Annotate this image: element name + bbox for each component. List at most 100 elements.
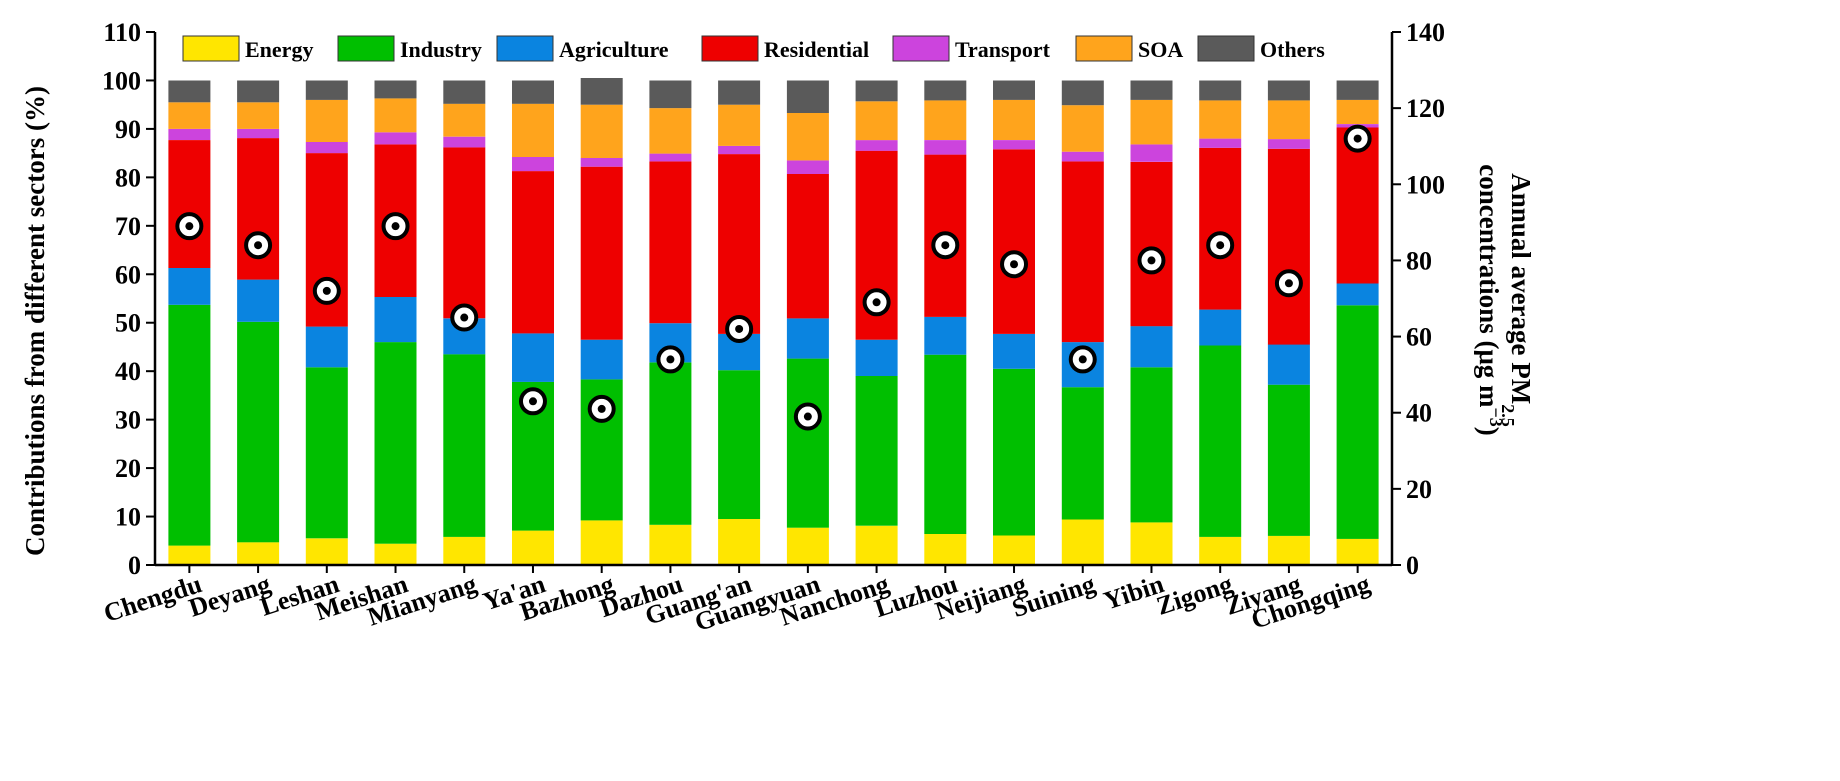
legend-label: SOA <box>1138 37 1183 62</box>
y2-title-sup: −3 <box>1486 408 1506 427</box>
bar-segment-energy <box>1336 538 1379 565</box>
pm25-markers-layer <box>175 124 1372 431</box>
bar-segment-residential <box>786 174 829 319</box>
legend-swatch <box>701 35 759 62</box>
bar-segment-transport <box>924 140 967 155</box>
y2-tick-label: 0 <box>1406 551 1419 580</box>
bar-stack-guangan <box>718 80 761 565</box>
bar-segment-transport <box>237 128 280 139</box>
pm25-marker-dot <box>528 397 537 406</box>
bar-segment-energy <box>993 535 1035 565</box>
bar-segment-soa <box>443 103 486 137</box>
bar-segment-agriculture <box>855 339 898 376</box>
bar-segment-others <box>374 80 417 99</box>
bar-segment-transport <box>993 140 1035 150</box>
legend-item-industry: Industry <box>337 35 482 62</box>
bar-stack-deyang <box>237 80 280 565</box>
bar-segment-soa <box>1061 105 1104 152</box>
bar-segment-residential <box>168 140 211 268</box>
y2-tick-label: 140 <box>1406 18 1445 47</box>
bar-stack-leshan <box>305 80 348 565</box>
y2-title-main: Annual average PM <box>1506 173 1536 404</box>
pm25-marker-dot <box>1353 134 1362 143</box>
bar-segment-transport <box>1130 144 1173 162</box>
bar-segment-soa <box>993 99 1035 140</box>
bar-segment-soa <box>924 100 967 140</box>
bar-segment-others <box>580 78 623 105</box>
legend-swatch <box>182 35 240 62</box>
bar-stack-bazhong <box>580 78 623 565</box>
bar-segment-soa <box>1267 100 1310 140</box>
bar-segment-soa <box>237 102 280 129</box>
bar-segment-agriculture <box>168 268 211 305</box>
bar-segment-others <box>924 80 967 101</box>
y-tick-label: 100 <box>102 66 141 95</box>
bar-segment-agriculture <box>305 326 348 368</box>
bar-segment-soa <box>1199 100 1242 139</box>
bar-segment-agriculture <box>786 318 829 359</box>
bar-stack-dazhou <box>649 80 692 565</box>
y-tick-label: 70 <box>115 212 141 241</box>
bar-segment-others <box>1130 80 1173 100</box>
y2-tick-label: 20 <box>1406 475 1432 504</box>
bar-segment-others <box>786 80 829 113</box>
pm25-marker-dot <box>1216 241 1225 250</box>
bar-stack-ziyang <box>1267 80 1310 565</box>
pm25-marker-dot <box>322 286 331 295</box>
pm25-marker-dot <box>391 222 400 231</box>
bar-segment-residential <box>993 149 1035 334</box>
bar-segment-residential <box>512 171 554 334</box>
y-tick-label: 30 <box>115 406 141 435</box>
legend-label: Residential <box>764 37 869 62</box>
bar-segment-transport <box>580 158 623 167</box>
bar-segment-industry <box>237 321 280 543</box>
bar-segment-others <box>1336 80 1379 100</box>
bar-segment-agriculture <box>1130 326 1173 368</box>
bar-segment-soa <box>1130 99 1173 145</box>
bar-segment-energy <box>305 538 348 565</box>
pm25-marker-dot <box>941 241 950 250</box>
bar-segment-energy <box>374 543 417 565</box>
bar-segment-energy <box>1199 536 1242 565</box>
y2-title-close: ) <box>1474 427 1504 436</box>
pm25-marker-dot <box>1078 355 1087 364</box>
bar-segment-industry <box>855 376 898 526</box>
bar-segment-others <box>993 80 1035 100</box>
bar-stack-suining <box>1061 80 1104 565</box>
y2-tick-label: 80 <box>1406 246 1432 275</box>
bar-segment-industry <box>374 342 417 544</box>
bar-segment-residential <box>1336 127 1379 284</box>
bar-segment-others <box>855 80 898 102</box>
bar-segment-industry <box>718 370 761 519</box>
pm25-marker-dot <box>460 313 469 322</box>
bar-stack-guangyuan <box>786 80 829 565</box>
bar-segment-energy <box>512 530 554 565</box>
bar-segment-soa <box>512 103 554 157</box>
y2-axis-title-line1: Annual average PM2.5 <box>1498 173 1536 426</box>
bar-segment-residential <box>1267 148 1310 345</box>
y-axis-title: Contributions from different sectors (%) <box>20 86 50 556</box>
bar-segment-energy <box>1061 519 1104 565</box>
legend-swatch <box>1197 35 1255 62</box>
bar-segment-transport <box>512 157 554 172</box>
pm25-marker-dot <box>803 412 812 421</box>
legend: Energy Industry Agriculture Residential Tran… <box>182 35 1325 62</box>
legend-swatch <box>1075 35 1133 62</box>
bar-stack-nanchong <box>855 80 898 565</box>
bar-segment-soa <box>168 102 211 129</box>
bar-segment-soa <box>580 104 623 158</box>
bar-segment-transport <box>1061 151 1104 162</box>
legend-swatch <box>892 35 950 62</box>
bar-segment-agriculture <box>993 333 1035 369</box>
bar-segment-industry <box>786 358 829 528</box>
y-tick-label: 90 <box>115 115 141 144</box>
bar-segment-energy <box>924 534 967 565</box>
bar-segment-energy <box>1130 522 1173 565</box>
bar-segment-industry <box>168 304 211 546</box>
legend-swatch <box>496 35 554 62</box>
legend-item-residential: Residential <box>701 35 869 62</box>
bar-segment-soa <box>718 104 761 146</box>
bar-segment-agriculture <box>580 339 623 380</box>
y-tick-label: 60 <box>115 260 141 289</box>
